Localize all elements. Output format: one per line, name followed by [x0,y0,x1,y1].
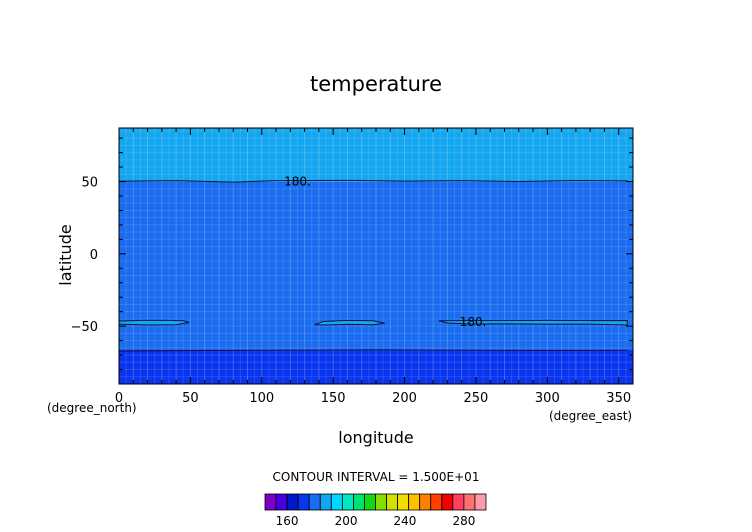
y-unit-label: (degree_north) [47,401,137,415]
colorbar-swatch-10 [375,493,387,511]
colorbar-tick-label: 280 [452,514,475,528]
colorbar-swatch-19 [474,493,487,511]
contour-label-0: 180. [284,175,311,189]
contour-patch-0 [118,319,190,326]
colorbar-swatch-13 [408,493,421,511]
x-tick-label: 50 [182,391,199,406]
colorbar-tick-label: 200 [335,514,358,528]
y-axis-label: latitude [56,224,75,285]
colorbar-tick-labels: 160 200 240 280 [276,514,476,528]
temperature-band-0 [119,128,633,182]
x-tick-label: 150 [321,391,346,406]
colorbar-swatch-6 [330,493,343,511]
colorbar-swatch-12 [397,493,410,511]
colorbar-swatch-16 [441,493,454,511]
grid-lines [119,128,633,384]
contour-line-1 [118,349,628,352]
x-tick-label: 0 [115,391,123,406]
contour-label-1: 180. [460,315,487,329]
axis-ticks [119,128,633,384]
colorbar-swatch-14 [419,493,432,511]
colorbar-swatch-11 [386,493,398,511]
colorbar-swatch-3 [297,493,310,511]
colorbar-swatch-18 [463,493,476,511]
contour-interval-label: CONTOUR INTERVAL = 1.500E+01 [273,470,480,484]
contour-line-0 [118,179,628,183]
y-tick-label: 0 [90,248,98,263]
x-axis-label: longitude [338,428,413,447]
y-tick-labels: 50 0 −50 [71,176,98,336]
chart-title: temperature [310,72,442,96]
x-tick-label: 300 [535,391,560,406]
plot-area: 180. 180. [118,127,634,385]
y-tick-label: −50 [71,320,98,335]
colorbar [264,493,487,511]
colorbar-swatch-15 [430,493,443,511]
x-unit-label: (degree_east) [549,409,632,423]
colorbar-swatch-4 [308,493,321,511]
contour-patches [118,319,628,326]
x-tick-labels: 0 50 100 150 200 250 300 350 [115,391,631,406]
colorbar-swatch-17 [452,493,465,511]
x-tick-label: 200 [392,391,417,406]
colorbar-swatch-7 [341,493,354,511]
colorbar-swatch-5 [319,493,332,511]
colorbar-swatch-8 [352,493,365,511]
colorbar-swatch-2 [286,493,299,511]
contour-patch-1 [314,319,385,326]
colorbar-swatch-1 [275,493,288,511]
colorbar-tick-label: 240 [394,514,417,528]
y-tick-label: 50 [81,176,98,191]
colorbar-tick-label: 160 [276,514,299,528]
colorbar-swatch-0 [264,493,277,511]
contour-lines [118,179,628,352]
x-tick-label: 100 [249,391,274,406]
x-tick-label: 350 [606,391,631,406]
colorbar-swatch-9 [364,493,376,511]
contour-patch-2 [438,319,628,326]
contour-labels: 180. 180. [284,175,486,329]
x-tick-label: 250 [464,391,489,406]
